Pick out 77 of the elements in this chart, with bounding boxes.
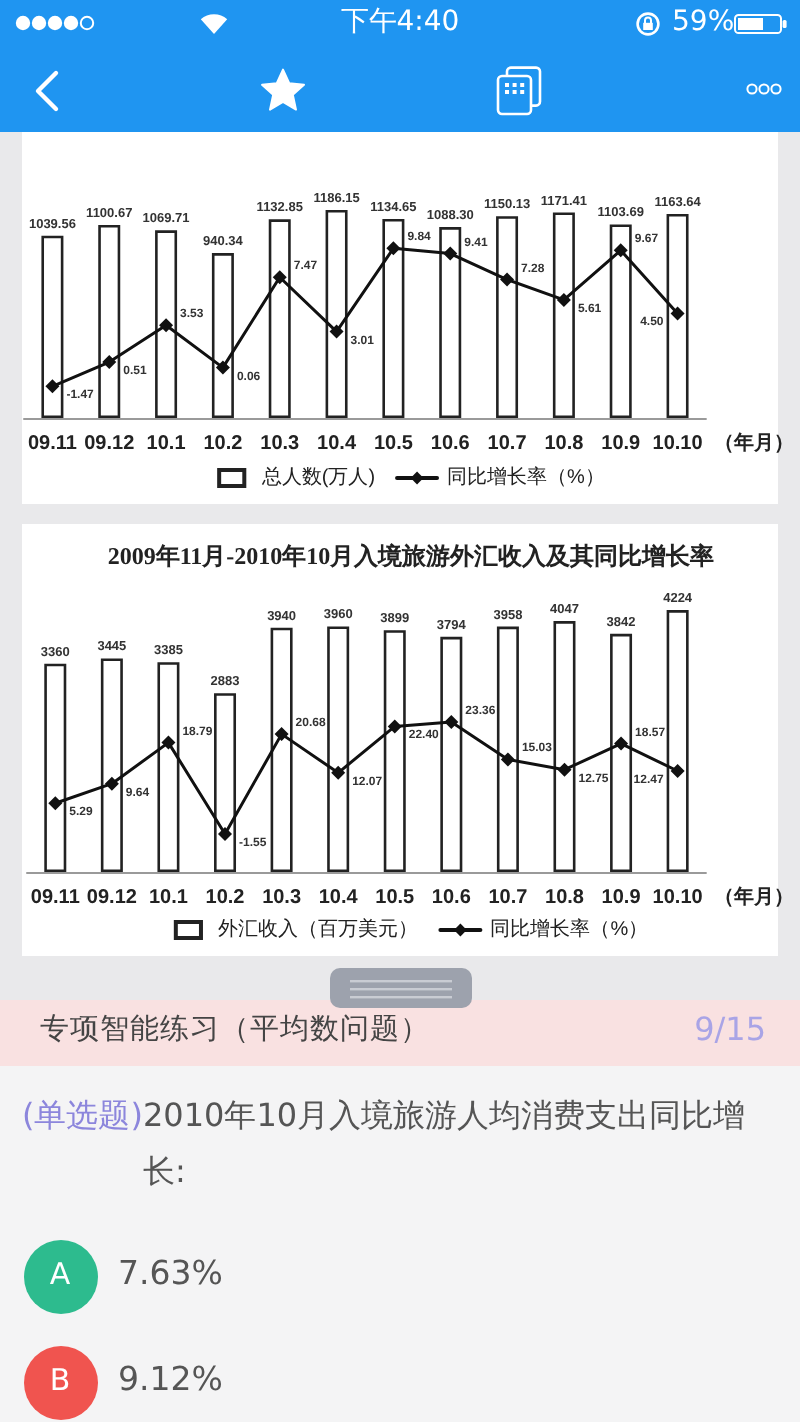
x-tick-label: 10.9 bbox=[601, 433, 642, 455]
chart-title: 2009年11月-2010年10月入境旅游外汇收入及其同比增长率 bbox=[107, 542, 715, 570]
point bbox=[557, 762, 572, 777]
x-tick-label: 09.11 bbox=[27, 433, 78, 455]
point bbox=[331, 765, 346, 780]
point bbox=[218, 826, 233, 841]
x-tick-label: 10.5 bbox=[375, 887, 416, 909]
point bbox=[443, 246, 458, 261]
x-tick-label: 10.8 bbox=[544, 433, 585, 455]
bar bbox=[440, 636, 463, 872]
x-tick-label: 10.5 bbox=[373, 433, 414, 455]
point bbox=[104, 776, 119, 791]
bar bbox=[44, 663, 67, 872]
point bbox=[274, 727, 289, 742]
bar bbox=[100, 658, 123, 872]
x-tick-label: 10.2 bbox=[205, 887, 246, 909]
point bbox=[614, 736, 629, 751]
text: 7.63% bbox=[118, 1254, 223, 1294]
x-tick-label: 10.10 bbox=[652, 887, 704, 909]
point bbox=[386, 241, 401, 256]
point bbox=[161, 735, 176, 750]
x-tick-label: 10.7 bbox=[487, 433, 528, 455]
legend-label: 同比增长率（%） bbox=[447, 465, 605, 489]
legend-label: 总人数(万人) bbox=[259, 465, 376, 489]
point bbox=[387, 719, 402, 734]
bar bbox=[496, 626, 519, 872]
x-tick-label: 10.4 bbox=[317, 433, 357, 455]
text: 59% bbox=[672, 6, 735, 39]
x-tick-label: 10.9 bbox=[601, 887, 642, 909]
x-tick-label: 10.6 bbox=[430, 433, 471, 455]
text: 9.12% bbox=[118, 1360, 223, 1400]
x-tick-label: 10.2 bbox=[203, 433, 244, 455]
x-tick-label: 10.3 bbox=[260, 433, 301, 455]
point bbox=[272, 270, 287, 285]
legend-label: 外汇收入（百万美元） bbox=[218, 917, 419, 941]
legend-label: 同比增长率（%） bbox=[490, 917, 649, 941]
bar bbox=[157, 662, 180, 872]
x-tick-label: 10.8 bbox=[545, 887, 585, 909]
x-tick-label: 10.10 bbox=[652, 433, 704, 455]
point bbox=[48, 796, 63, 811]
point bbox=[613, 243, 628, 258]
bar bbox=[610, 633, 633, 872]
x-axis-title: （年月） bbox=[714, 885, 795, 909]
point bbox=[670, 763, 685, 778]
point bbox=[670, 306, 685, 321]
text: 下午4:40 bbox=[340, 6, 460, 38]
x-tick-label: 10.4 bbox=[318, 887, 359, 909]
text: 专项智能练习（平均数问题） bbox=[40, 1014, 430, 1048]
point bbox=[159, 318, 174, 333]
point bbox=[444, 715, 459, 730]
point bbox=[556, 292, 571, 307]
bar bbox=[327, 626, 350, 872]
bar bbox=[214, 693, 237, 872]
point bbox=[215, 360, 230, 375]
point bbox=[329, 324, 344, 339]
x-tick-label: 10.1 bbox=[148, 887, 189, 909]
x-tick-label: 10.3 bbox=[262, 887, 302, 909]
bar bbox=[553, 621, 576, 872]
x-axis-title: （年月） bbox=[714, 431, 795, 455]
point bbox=[500, 752, 515, 767]
x-tick-label: 10.6 bbox=[431, 887, 472, 909]
x-tick-label: 09.12 bbox=[86, 887, 138, 909]
x-tick-label: 09.12 bbox=[84, 433, 136, 455]
bar bbox=[666, 610, 689, 872]
point bbox=[500, 272, 515, 287]
text: (单选题) bbox=[22, 1094, 143, 1138]
text: 9/15 bbox=[694, 1010, 766, 1049]
bar bbox=[383, 630, 406, 872]
x-tick-label: 10.1 bbox=[146, 433, 187, 455]
text: B bbox=[47, 1362, 73, 1399]
bar bbox=[270, 627, 293, 872]
text: A bbox=[47, 1256, 73, 1293]
x-tick-label: 10.7 bbox=[488, 887, 529, 909]
text: 2010年10月入境旅游人均消费支出同比增长: bbox=[142, 1094, 748, 1194]
x-tick-label: 09.11 bbox=[30, 887, 81, 909]
point bbox=[45, 379, 60, 394]
point bbox=[102, 355, 117, 370]
